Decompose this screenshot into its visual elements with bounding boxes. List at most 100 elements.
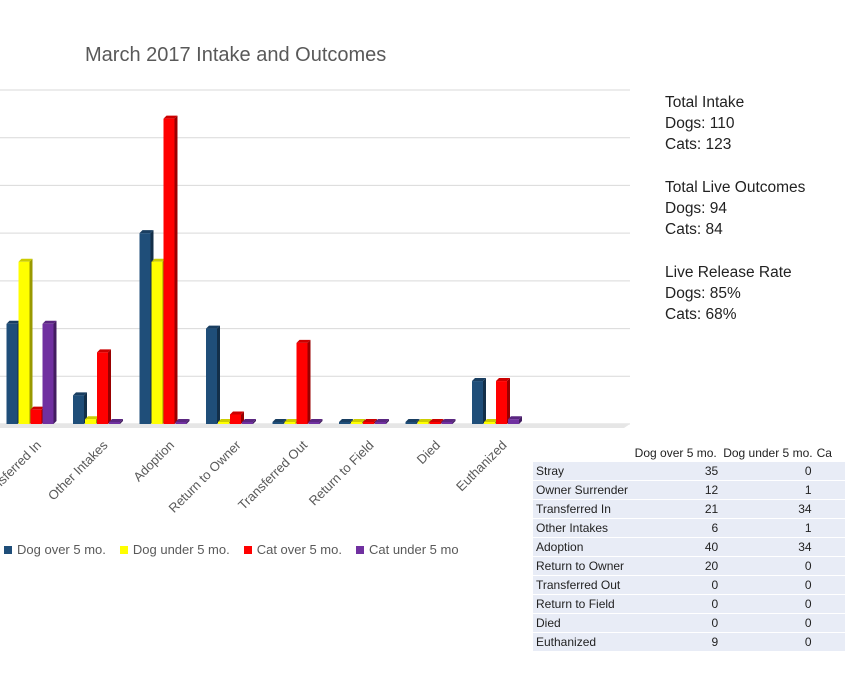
table-cell: Euthanized	[533, 632, 633, 652]
table-cell: Return to Owner	[533, 556, 633, 576]
bar-top	[508, 416, 522, 420]
bar-side	[452, 419, 456, 424]
bar-top	[496, 378, 510, 382]
bar-top	[308, 419, 323, 422]
category-label: Other Intakes	[45, 437, 111, 503]
legend-swatch	[243, 545, 252, 554]
bar-top	[375, 419, 389, 422]
bar	[85, 419, 96, 424]
bar-side	[319, 419, 323, 424]
table-row: Return to Field 0 0	[533, 594, 845, 614]
bar-side	[519, 416, 522, 424]
bar-top	[284, 419, 299, 422]
bar	[151, 261, 163, 424]
bar	[6, 323, 18, 424]
summary-stats: Total Intake Dogs: 110 Cats: 123 Total L…	[665, 92, 805, 347]
table-cell: 35	[632, 462, 722, 481]
legend-swatch	[119, 545, 128, 554]
legend-item: Dog under 5 mo.	[119, 542, 230, 557]
table-cell: Died	[533, 613, 633, 633]
table-cell: 0	[632, 575, 722, 595]
chart-floor	[0, 424, 630, 428]
table-cell: 0	[632, 613, 722, 633]
bar-top	[272, 419, 287, 422]
bar	[363, 422, 374, 424]
intake-dogs: Dogs: 110	[665, 115, 735, 132]
table-cell	[814, 537, 845, 557]
table-cell: 0	[721, 556, 815, 576]
bar-side	[483, 378, 486, 424]
bar-top	[484, 419, 498, 422]
bar	[139, 233, 151, 424]
table-row: Transferred Out 0 0	[533, 575, 845, 595]
bar	[339, 422, 350, 424]
table-row: Other Intakes 6 1	[533, 518, 845, 538]
table-cell: 6	[632, 518, 722, 538]
legend-label: Cat under 5 mo	[368, 542, 459, 557]
table-cell: 0	[721, 462, 815, 481]
table-row: Euthanized 9 0	[533, 632, 845, 652]
bar	[441, 422, 453, 424]
bar	[496, 381, 507, 424]
table-cell: 0	[721, 575, 815, 595]
table-cell: 9	[632, 632, 722, 652]
bar-top	[97, 349, 111, 353]
bar	[375, 422, 386, 424]
bar	[284, 422, 296, 424]
bar-top	[417, 419, 432, 422]
table-row: Stray 35 0	[533, 462, 845, 481]
category-label: Transferred In	[0, 438, 44, 506]
table-cell: 1	[721, 480, 815, 500]
table-cell	[814, 575, 845, 595]
table-cell: Other Intakes	[533, 518, 633, 538]
bar-top	[151, 258, 166, 262]
legend-swatch	[355, 545, 364, 554]
table-cell: Transferred In	[533, 499, 633, 519]
bar	[73, 395, 84, 424]
table-row: Transferred In 21 34	[533, 499, 845, 519]
table-cell: 0	[721, 613, 815, 633]
bar	[484, 422, 495, 424]
category-label: Transferred Out	[235, 437, 310, 512]
table-row: Owner Surrender 12 1	[533, 480, 845, 500]
bar-top	[339, 419, 353, 422]
bar-top	[206, 325, 220, 329]
bar	[109, 422, 120, 424]
category-label: Died	[414, 438, 444, 468]
bar-side	[253, 419, 256, 424]
bar-top	[429, 419, 444, 422]
bar-top	[30, 406, 45, 410]
table-header	[533, 444, 633, 462]
bar	[18, 261, 30, 424]
bar	[97, 352, 108, 424]
bar	[30, 409, 42, 424]
chart-legend: Dog over 5 mo. Dog under 5 mo. Cat over …	[4, 542, 459, 557]
table-cell: 0	[721, 594, 815, 614]
bar	[206, 328, 217, 424]
table-cell: Transferred Out	[533, 575, 633, 595]
live-dogs: Dogs: 94	[665, 200, 728, 217]
legend-swatch	[4, 545, 12, 554]
bar-side	[507, 378, 510, 424]
bar	[472, 381, 483, 424]
table-cell	[814, 556, 845, 576]
live-cats: Cats: 84	[665, 221, 723, 238]
table-cell: 0	[721, 632, 815, 652]
table-cell: 1	[721, 518, 815, 538]
legend-label: Cat over 5 mo.	[256, 542, 342, 557]
bar	[163, 118, 175, 424]
table-cell: 40	[632, 537, 722, 557]
bar	[242, 422, 253, 424]
bar-top	[441, 419, 456, 422]
bar-top	[175, 419, 190, 422]
bar-side	[217, 325, 220, 424]
bar-top	[218, 419, 232, 422]
data-table: Dog over 5 mo. Dog under 5 mo. Ca Stray 3…	[533, 444, 845, 652]
legend-item: Dog over 5 mo.	[4, 542, 106, 557]
bar-side	[108, 349, 111, 424]
category-label: Return to Field	[306, 438, 377, 509]
table-cell: 34	[721, 499, 815, 519]
table-row: Return to Owner 20 0	[533, 556, 845, 576]
bar-side	[174, 115, 178, 424]
bar-side	[53, 320, 57, 424]
